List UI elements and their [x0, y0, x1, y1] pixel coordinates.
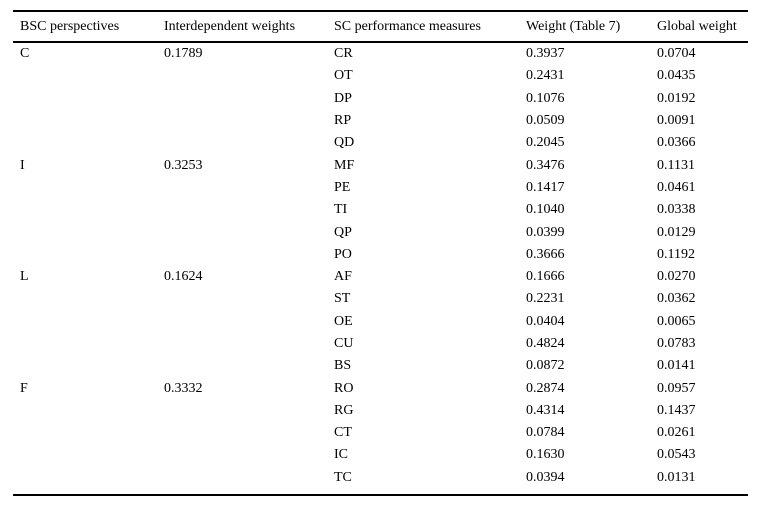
global-weight-cell: 0.0338 — [657, 202, 696, 218]
global-weight-cell: 0.0091 — [657, 113, 696, 129]
weight-cell: 0.0509 — [526, 113, 565, 129]
table-row: L 0.1624 AF 0.1666 0.0270 — [13, 266, 748, 288]
table-row: CU 0.4824 0.0783 — [13, 333, 748, 355]
table-row: RP 0.0509 0.0091 — [13, 110, 748, 132]
weight-cell: 0.0404 — [526, 313, 565, 329]
measure-cell: TC — [334, 469, 352, 485]
measure-cell: AF — [334, 269, 352, 285]
measure-cell: QD — [334, 135, 355, 151]
weight-cell: 0.0784 — [526, 425, 565, 441]
measure-cell: DP — [334, 90, 352, 106]
table-row: OE 0.0404 0.0065 — [13, 311, 748, 333]
measure-cell: MF — [334, 157, 355, 173]
weight-cell: 0.3937 — [526, 46, 565, 62]
bsc-weights-table: BSC perspectives Interdependent weights … — [13, 10, 748, 496]
measure-cell: CR — [334, 46, 353, 62]
interdependent-weight-cell: 0.1789 — [164, 46, 203, 62]
global-weight-cell: 0.0141 — [657, 358, 696, 374]
measure-cell: TI — [334, 202, 348, 218]
global-weight-cell: 0.1131 — [657, 157, 695, 173]
table-row: CT 0.0784 0.0261 — [13, 422, 748, 444]
weight-cell: 0.3666 — [526, 246, 565, 262]
table-row: TC 0.0394 0.0131 — [13, 467, 748, 489]
global-weight-cell: 0.0129 — [657, 224, 696, 240]
weight-cell: 0.1076 — [526, 90, 565, 106]
weight-cell: 0.4314 — [526, 402, 565, 418]
global-weight-cell: 0.1192 — [657, 246, 695, 262]
weight-cell: 0.1040 — [526, 202, 565, 218]
perspective-cell: L — [20, 269, 29, 285]
table-row: PO 0.3666 0.1192 — [13, 244, 748, 266]
column-header-weight-table7: Weight (Table 7) — [526, 18, 621, 34]
measure-cell: OE — [334, 313, 353, 329]
global-weight-cell: 0.0270 — [657, 269, 696, 285]
measure-cell: CU — [334, 336, 354, 351]
weight-cell: 0.0399 — [526, 224, 565, 240]
table-row: PE 0.1417 0.0461 — [13, 177, 748, 199]
table-row: DP 0.1076 0.0192 — [13, 88, 748, 110]
table-row: BS 0.0872 0.0141 — [13, 355, 748, 377]
interdependent-weight-cell: 0.3332 — [164, 380, 203, 396]
measure-cell: BS — [334, 358, 352, 374]
measure-cell: QP — [334, 224, 352, 240]
global-weight-cell: 0.1437 — [657, 402, 696, 418]
measure-cell: PE — [334, 179, 351, 195]
global-weight-cell: 0.0543 — [657, 447, 696, 463]
global-weight-cell: 0.0435 — [657, 68, 696, 84]
global-weight-cell: 0.0957 — [657, 380, 696, 396]
column-header-interdependent-weights: Interdependent weights — [164, 18, 296, 34]
global-weight-cell: 0.0783 — [657, 336, 696, 351]
table-row: F 0.3332 RO 0.2874 0.0957 — [13, 377, 748, 399]
measure-cell: CT — [334, 425, 352, 441]
column-header-bsc-perspectives: BSC perspectives — [20, 18, 120, 34]
weight-cell: 0.2431 — [526, 68, 565, 84]
table-body: C 0.1789 CR 0.3937 0.0704 OT 0.2431 0.0435 DP 0.1… — [13, 43, 748, 489]
measure-cell: ST — [334, 291, 351, 307]
weight-cell: 0.2231 — [526, 291, 565, 307]
global-weight-cell: 0.0065 — [657, 313, 696, 329]
measure-cell: RO — [334, 380, 354, 396]
table-row: QP 0.0399 0.0129 — [13, 221, 748, 243]
weight-cell: 0.1630 — [526, 447, 565, 463]
table-row: I 0.3253 MF 0.3476 0.1131 — [13, 154, 748, 176]
table-row: IC 0.1630 0.0543 — [13, 444, 748, 466]
weight-cell: 0.3476 — [526, 157, 565, 173]
table-row: OT 0.2431 0.0435 — [13, 65, 748, 87]
interdependent-weight-cell: 0.3253 — [164, 157, 203, 173]
perspective-cell: I — [20, 157, 25, 173]
weight-cell: 0.1417 — [526, 179, 565, 195]
measure-cell: RP — [334, 113, 352, 129]
global-weight-cell: 0.0261 — [657, 425, 696, 441]
weight-cell: 0.2874 — [526, 380, 565, 396]
global-weight-cell: 0.0366 — [657, 135, 696, 151]
global-weight-cell: 0.0131 — [657, 469, 696, 485]
measure-cell: OT — [334, 68, 353, 84]
table-header-row: BSC perspectives Interdependent weights … — [13, 12, 748, 43]
table-row: RG 0.4314 0.1437 — [13, 400, 748, 422]
weight-cell: 0.4824 — [526, 336, 565, 351]
perspective-cell: C — [20, 46, 30, 62]
weight-cell: 0.2045 — [526, 135, 565, 151]
column-header-global-weight: Global weight — [657, 18, 737, 34]
weight-cell: 0.1666 — [526, 269, 565, 285]
measure-cell: RG — [334, 402, 354, 418]
table-row: TI 0.1040 0.0338 — [13, 199, 748, 221]
global-weight-cell: 0.0362 — [657, 291, 696, 307]
interdependent-weight-cell: 0.1624 — [164, 269, 203, 285]
table-row: QD 0.2045 0.0366 — [13, 132, 748, 154]
table-row: ST 0.2231 0.0362 — [13, 288, 748, 310]
measure-cell: PO — [334, 246, 352, 262]
global-weight-cell: 0.0192 — [657, 90, 696, 106]
global-weight-cell: 0.0704 — [657, 46, 696, 62]
weight-cell: 0.0394 — [526, 469, 565, 485]
measure-cell: IC — [334, 447, 348, 463]
column-header-sc-performance-measures: SC performance measures — [334, 18, 481, 34]
global-weight-cell: 0.0461 — [657, 179, 696, 195]
table-row: C 0.1789 CR 0.3937 0.0704 — [13, 43, 748, 65]
perspective-cell: F — [20, 380, 28, 396]
weight-cell: 0.0872 — [526, 358, 565, 374]
